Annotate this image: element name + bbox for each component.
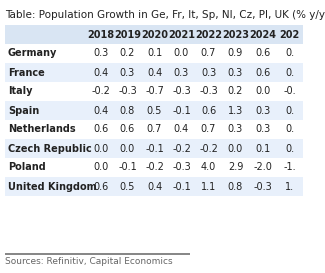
Text: 2019: 2019 (114, 29, 141, 40)
Text: 0.5: 0.5 (147, 105, 162, 115)
Text: -2.0: -2.0 (253, 162, 272, 173)
Text: 2022: 2022 (195, 29, 222, 40)
Bar (5, 44, 303, 63)
Text: 0.0: 0.0 (174, 49, 189, 58)
Bar (5, 101, 303, 120)
Text: 0.6: 0.6 (255, 67, 270, 78)
Bar (5, 177, 303, 196)
Text: Netherlands: Netherlands (8, 124, 76, 135)
Bar (5, 158, 303, 177)
Bar (5, 82, 303, 101)
Text: 0.4: 0.4 (93, 67, 108, 78)
Text: -0.2: -0.2 (145, 162, 164, 173)
Text: Germany: Germany (8, 49, 58, 58)
Text: Poland: Poland (8, 162, 46, 173)
Text: 1.: 1. (285, 182, 294, 191)
Text: 2020: 2020 (141, 29, 168, 40)
Text: -0.1: -0.1 (172, 182, 191, 191)
Text: 0.7: 0.7 (147, 124, 162, 135)
Bar (5, 63, 303, 82)
Text: 0.3: 0.3 (255, 105, 270, 115)
Text: 2021: 2021 (168, 29, 195, 40)
Text: -0.2: -0.2 (199, 144, 218, 153)
Text: -0.3: -0.3 (253, 182, 272, 191)
Text: 0.3: 0.3 (228, 124, 243, 135)
Text: United Kingdom: United Kingdom (8, 182, 97, 191)
Text: 0.3: 0.3 (93, 49, 108, 58)
Text: -0.1: -0.1 (172, 105, 191, 115)
Text: 0.0: 0.0 (93, 144, 108, 153)
Text: 0.4: 0.4 (93, 105, 108, 115)
Text: 1.3: 1.3 (228, 105, 243, 115)
Text: 0.4: 0.4 (147, 182, 162, 191)
Text: -0.1: -0.1 (145, 144, 164, 153)
Text: 0.3: 0.3 (120, 67, 135, 78)
Text: 4.0: 4.0 (201, 162, 216, 173)
Text: 0.: 0. (285, 49, 294, 58)
Text: 1.1: 1.1 (201, 182, 216, 191)
Text: 0.7: 0.7 (201, 124, 216, 135)
Text: -0.3: -0.3 (199, 87, 218, 96)
Bar (5, 25, 303, 44)
Text: 0.3: 0.3 (228, 67, 243, 78)
Text: -0.3: -0.3 (118, 87, 137, 96)
Text: 0.0: 0.0 (228, 144, 243, 153)
Text: 0.5: 0.5 (120, 182, 135, 191)
Text: 0.0: 0.0 (120, 144, 135, 153)
Bar (5, 253, 190, 255)
Text: 0.6: 0.6 (93, 124, 108, 135)
Text: 0.9: 0.9 (228, 49, 243, 58)
Text: 0.6: 0.6 (255, 49, 270, 58)
Text: 0.: 0. (285, 67, 294, 78)
Text: 2.9: 2.9 (228, 162, 243, 173)
Text: -0.7: -0.7 (145, 87, 164, 96)
Text: -0.3: -0.3 (172, 87, 191, 96)
Text: 0.0: 0.0 (255, 87, 270, 96)
Text: 2023: 2023 (222, 29, 249, 40)
Bar (5, 139, 303, 158)
Text: -0.2: -0.2 (172, 144, 191, 153)
Text: 0.2: 0.2 (120, 49, 135, 58)
Text: 202: 202 (280, 29, 300, 40)
Text: 0.8: 0.8 (120, 105, 135, 115)
Text: -1.: -1. (283, 162, 296, 173)
Text: Table: Population Growth in Ge, Fr, It, Sp, Nl, Cz, Pl, UK (% y/y): Table: Population Growth in Ge, Fr, It, … (5, 10, 325, 20)
Text: 0.6: 0.6 (120, 124, 135, 135)
Text: 0.3: 0.3 (255, 124, 270, 135)
Text: 0.3: 0.3 (174, 67, 189, 78)
Text: 2024: 2024 (249, 29, 276, 40)
Text: 0.1: 0.1 (255, 144, 270, 153)
Text: France: France (8, 67, 45, 78)
Text: 0.: 0. (285, 144, 294, 153)
Text: 0.1: 0.1 (147, 49, 162, 58)
Text: 0.3: 0.3 (201, 67, 216, 78)
Text: Sources: Refinitiv, Capital Economics: Sources: Refinitiv, Capital Economics (5, 257, 173, 266)
Text: Italy: Italy (8, 87, 32, 96)
Text: 2018: 2018 (87, 29, 114, 40)
Text: 0.2: 0.2 (228, 87, 243, 96)
Text: 0.: 0. (285, 124, 294, 135)
Text: 0.8: 0.8 (228, 182, 243, 191)
Text: 0.: 0. (285, 105, 294, 115)
Text: 0.4: 0.4 (147, 67, 162, 78)
Text: -0.1: -0.1 (118, 162, 137, 173)
Text: Spain: Spain (8, 105, 39, 115)
Text: -0.3: -0.3 (172, 162, 191, 173)
Text: 0.6: 0.6 (201, 105, 216, 115)
Text: 0.4: 0.4 (174, 124, 189, 135)
Text: -0.2: -0.2 (91, 87, 110, 96)
Text: Czech Republic: Czech Republic (8, 144, 92, 153)
Text: 0.6: 0.6 (93, 182, 108, 191)
Text: -0.: -0. (283, 87, 296, 96)
Text: 0.7: 0.7 (201, 49, 216, 58)
Bar (5, 120, 303, 139)
Text: 0.0: 0.0 (93, 162, 108, 173)
